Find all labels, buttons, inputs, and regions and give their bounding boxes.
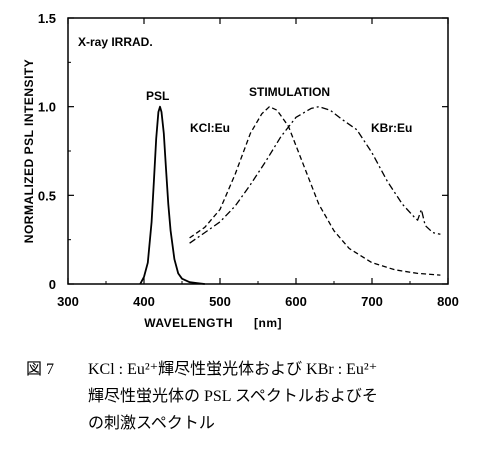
series-line-kbr-eu: [189, 106, 441, 244]
x-tick-label: 700: [361, 294, 383, 309]
plot-frame: [67, 17, 449, 285]
series-line-psl: [139, 105, 205, 285]
figure-number: 図 7: [26, 361, 55, 378]
x-axis-unit: [nm]: [254, 316, 282, 330]
x-tick-labels: 300 400 500 600 700 800: [57, 294, 459, 309]
psl-spectrum-chart: 300 400 500 600 700 800 0 0.5 1.0 1.5 WAVELENGTH…: [22, 11, 459, 330]
x-tick-label: 400: [133, 294, 155, 309]
axis-ticks: [67, 17, 449, 285]
kbr-series-label: KBr:Eu: [371, 121, 412, 135]
caption-line-1: 図 7 KCl : Eu²⁺輝尽性蛍光体および KBr : Eu²⁺: [26, 356, 486, 383]
caption-line-2: 輝尽性蛍光体の PSL スペクトルおよびそ: [88, 388, 378, 405]
x-axis-title: WAVELENGTH: [144, 316, 233, 330]
y-axis-title: NORMALIZED PSL INTENSITY: [22, 59, 36, 243]
y-tick-label: 1.5: [38, 11, 56, 26]
caption-text-1: KCl : Eu²⁺輝尽性蛍光体および KBr : Eu²⁺: [88, 361, 378, 378]
kcl-series-label: KCl:Eu: [190, 121, 230, 135]
stimulation-label: STIMULATION: [249, 85, 330, 99]
x-tick-label: 500: [209, 294, 231, 309]
inset-label: X-ray IRRAD.: [78, 35, 153, 49]
series-layer: [139, 105, 441, 285]
x-tick-label: 800: [437, 294, 459, 309]
x-tick-label: 300: [57, 294, 79, 309]
y-tick-labels: 0 0.5 1.0 1.5: [38, 11, 56, 292]
y-tick-label: 0: [49, 277, 56, 292]
psl-series-label: PSL: [146, 89, 169, 103]
x-tick-label: 600: [285, 294, 307, 309]
caption-line-3: の刺激スペクトル: [88, 415, 215, 432]
y-tick-label: 1.0: [38, 100, 56, 115]
figure-caption: 図 7 KCl : Eu²⁺輝尽性蛍光体および KBr : Eu²⁺ 輝尽性蛍光体…: [26, 356, 486, 437]
y-tick-label: 0.5: [38, 188, 56, 203]
